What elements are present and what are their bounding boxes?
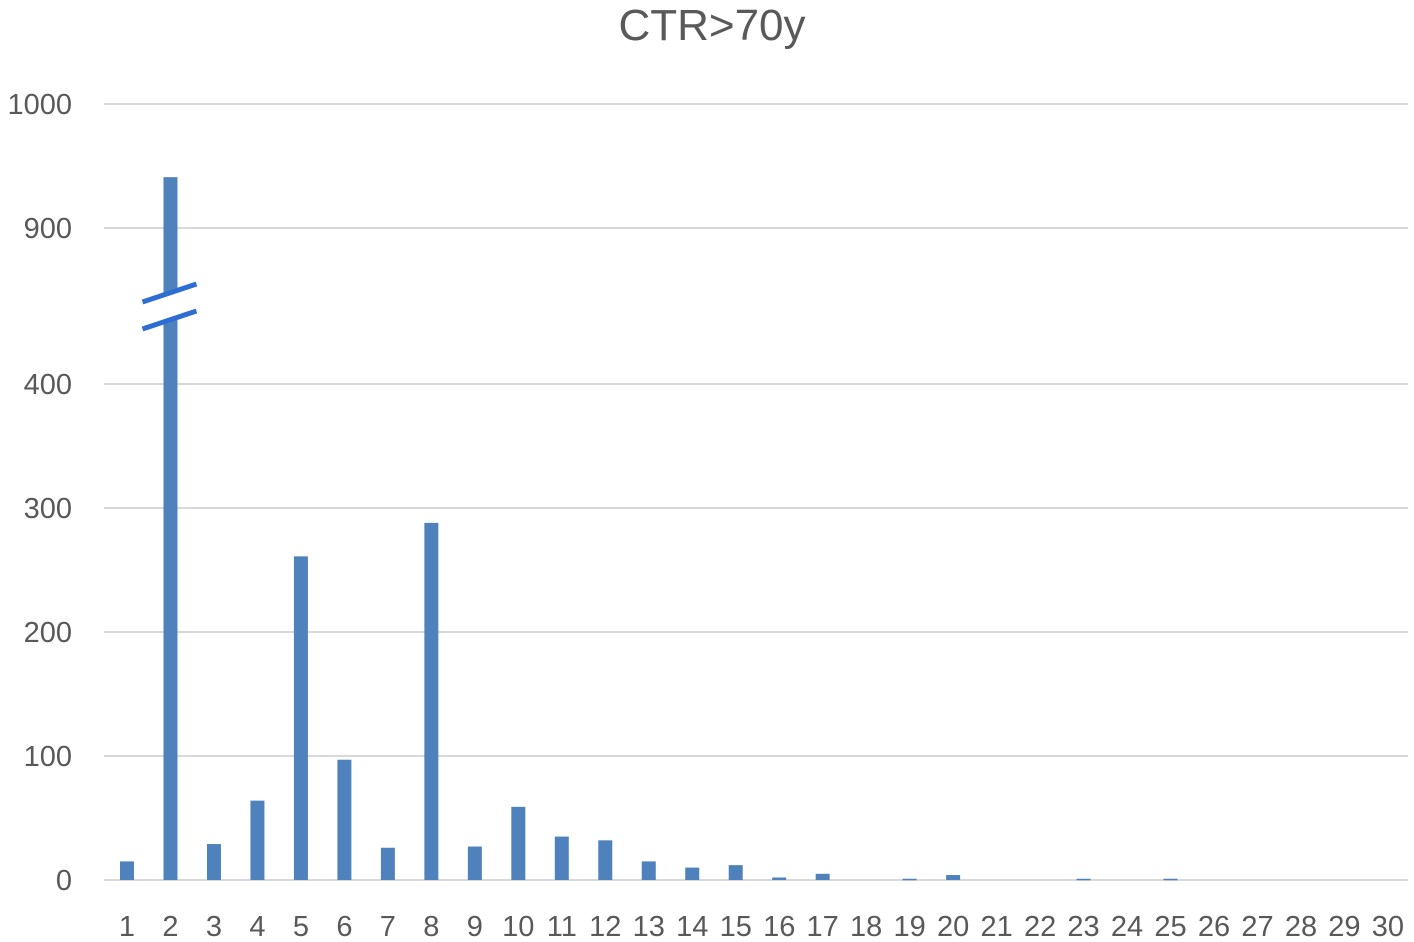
bar [293,556,308,880]
axis-break [141,281,198,332]
y-axis-ticks: 0 100 200 300 400 900 1000 [7,89,72,897]
x-tick-label: 27 [1241,911,1273,942]
bars [120,177,1178,881]
x-tick-label: 22 [1024,911,1056,942]
bar [250,800,265,880]
y-tick-label: 0 [56,865,72,897]
bar [337,759,352,880]
x-tick-label: 15 [720,911,752,942]
x-tick-label: 13 [633,911,665,942]
bar [946,875,961,880]
x-tick-label: 28 [1285,911,1317,942]
bar [424,522,439,880]
bar [641,861,656,880]
gridlines [104,103,1408,881]
bar [728,865,743,880]
bar [598,840,613,880]
bar [685,867,700,880]
y-tick-label: 1000 [7,89,72,121]
bar [206,844,221,880]
y-tick-label: 100 [24,741,72,773]
axis-break-gap [142,284,197,329]
y-tick-label: 900 [24,213,72,245]
y-tick-label: 300 [24,493,72,525]
bar [772,877,787,880]
axis-break-mark [141,281,198,305]
y-tick-label: 200 [24,617,72,649]
x-tick-label: 19 [894,911,926,942]
x-tick-label: 3 [206,911,222,942]
x-tick-label: 16 [763,911,795,942]
x-tick-label: 23 [1067,911,1099,942]
x-tick-label: 12 [589,911,621,942]
x-tick-label: 8 [423,911,439,942]
bar [163,177,178,880]
x-tick-label: 6 [336,911,352,942]
x-tick-label: 20 [937,911,969,942]
x-tick-label: 4 [249,911,265,942]
y-tick-label: 400 [24,369,72,401]
bar [511,806,526,880]
x-tick-label: 10 [502,911,534,942]
x-tick-label: 11 [547,911,577,942]
axis-break-mark [141,308,198,332]
x-tick-label: 7 [380,911,396,942]
x-tick-label: 1 [119,911,135,942]
bar [467,846,482,880]
bar [554,836,569,880]
bar [1076,878,1091,881]
x-tick-label: 18 [850,911,882,942]
chart-title: CTR>70y [618,1,805,50]
bar [1163,878,1178,881]
bar [120,861,134,880]
x-tick-label: 14 [676,911,708,942]
x-tick-label: 2 [162,911,178,942]
x-tick-label: 30 [1372,911,1404,942]
bar [902,878,917,881]
x-axis-ticks: 1 2 3 4 5 6 7 8 9 10 11 12 13 14 15 16 17 18 19 20 21 22 23 24 2… [119,911,1404,942]
x-tick-label: 9 [467,911,483,942]
x-tick-label: 24 [1111,911,1143,942]
x-tick-label: 21 [980,911,1012,942]
bar [380,847,395,880]
x-tick-label: 29 [1328,911,1360,942]
bar [815,873,830,880]
x-tick-label: 17 [807,911,839,942]
x-tick-label: 25 [1154,911,1186,942]
x-tick-label: 5 [293,911,309,942]
x-tick-label: 26 [1198,911,1230,942]
